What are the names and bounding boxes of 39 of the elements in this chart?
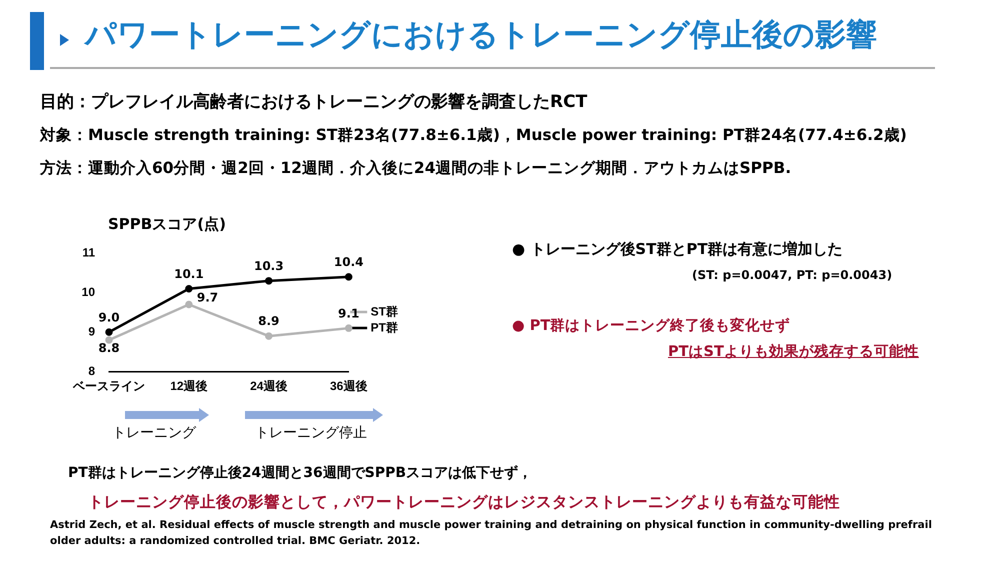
y-tick-label: 8 xyxy=(88,364,96,378)
point xyxy=(105,328,113,336)
data-label: 8.9 xyxy=(258,314,280,328)
data-label: 10.4 xyxy=(334,255,364,270)
x-tick-label: 24週後 xyxy=(250,379,288,394)
text: 対象：Muscle strength training: ST群23名(77.8±6.1歳)，Muscle power training: PT群24名(77.4±6.2歳) xyxy=(40,125,907,146)
y-tick-label: 11 xyxy=(82,246,96,260)
point xyxy=(185,284,193,292)
text: トレーニング xyxy=(112,424,196,442)
y-tick-label: 10 xyxy=(82,284,96,299)
text: 方法：運動介入60分間・週2回・12週間．介入後に24週間の非トレーニング期間．アウトカムはSPPB. xyxy=(40,158,792,179)
legend-label: ST群 xyxy=(370,304,398,318)
text: (ST: p=0.0047, PT: p=0.0043) xyxy=(692,268,892,282)
x-tick-label: ベースライン xyxy=(72,379,145,394)
text: 目的：プレフレイル高齢者におけるトレーニングの影響を調査したRCT xyxy=(40,91,588,113)
text: PT群 xyxy=(370,320,398,334)
y-axis-title: SPPBスコア(点) xyxy=(108,215,226,234)
text: ● トレーニング後ST群とPT群は有意に増加した xyxy=(512,240,843,259)
text: トレーニング停止後の影響として，パワートレーニングはレジスタンストレーニングよりも有益な可能性 xyxy=(88,492,840,513)
text: トレーニング停止 xyxy=(255,424,367,442)
data-label: 8.8 xyxy=(98,341,120,356)
data-label: 9.7 xyxy=(196,290,218,305)
text: Astrid Zech, et al. Residual effects of muscle strength and muscle power training and detraining on physical function in community-dwelling prefrail older adults: a randomized controlled trial. BMC Geriatr. 2012. xyxy=(50,518,933,549)
data-label: 9.1 xyxy=(338,306,360,320)
data-label: 10.1 xyxy=(174,266,204,281)
point xyxy=(344,324,352,332)
text: PTはSTよりも効果が残存する可能性 xyxy=(668,342,919,361)
text: ● PT群はトレーニング終了後も変化せず xyxy=(512,316,790,335)
data-label: 9.0 xyxy=(98,310,120,324)
x-tick-label: 12週後 xyxy=(170,379,208,394)
point xyxy=(265,277,273,285)
point xyxy=(344,273,352,281)
point xyxy=(265,332,273,340)
text: パワートレーニングにおけるトレーニング停止後の影響 xyxy=(85,16,877,55)
x-tick-label: 36週後 xyxy=(330,379,368,394)
data-label: 10.3 xyxy=(254,258,284,273)
y-tick-label: 9 xyxy=(88,324,96,338)
point xyxy=(185,300,193,308)
text: PT群はトレーニング停止後24週間と36週間でSPPBスコアは低下せず， xyxy=(68,464,532,482)
